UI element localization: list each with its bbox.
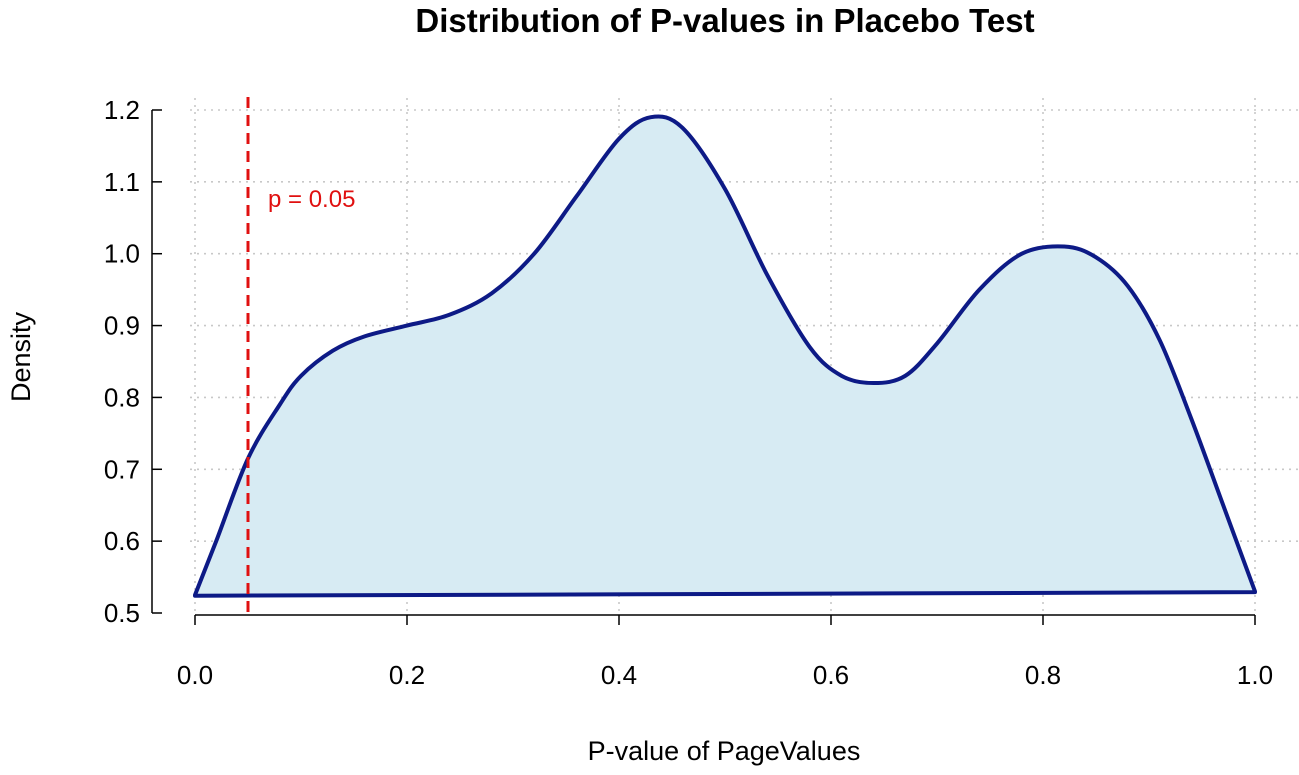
x-tick-label: 1.0: [1237, 660, 1273, 690]
y-tick-label: 1.1: [104, 167, 140, 197]
y-axis-ticks: [152, 109, 162, 614]
density-area: [193, 114, 1257, 598]
x-tick-label: 0.2: [389, 660, 425, 690]
x-tick-label: 0.6: [813, 660, 849, 690]
y-tick-label: 0.6: [104, 526, 140, 556]
density-baseline: [194, 590, 1256, 598]
y-tick-label: 0.8: [104, 382, 140, 412]
y-tick-label: 1.0: [104, 239, 140, 269]
x-axis-ticks: [194, 615, 1256, 625]
x-tick-label: 0.0: [177, 660, 213, 690]
reference-line-label: p = 0.05: [268, 186, 355, 213]
chart-title: Distribution of P-values in Placebo Test: [415, 2, 1034, 39]
y-tick-label: 0.5: [104, 598, 140, 628]
y-tick-label: 1.2: [104, 95, 140, 125]
y-axis-label: Density: [6, 311, 36, 402]
y-tick-label: 0.7: [104, 454, 140, 484]
y-tick-label: 0.9: [104, 311, 140, 341]
x-tick-label: 0.8: [1025, 660, 1061, 690]
x-axis-label: P-value of PageValues: [588, 736, 861, 766]
x-tick-label: 0.4: [601, 660, 637, 690]
